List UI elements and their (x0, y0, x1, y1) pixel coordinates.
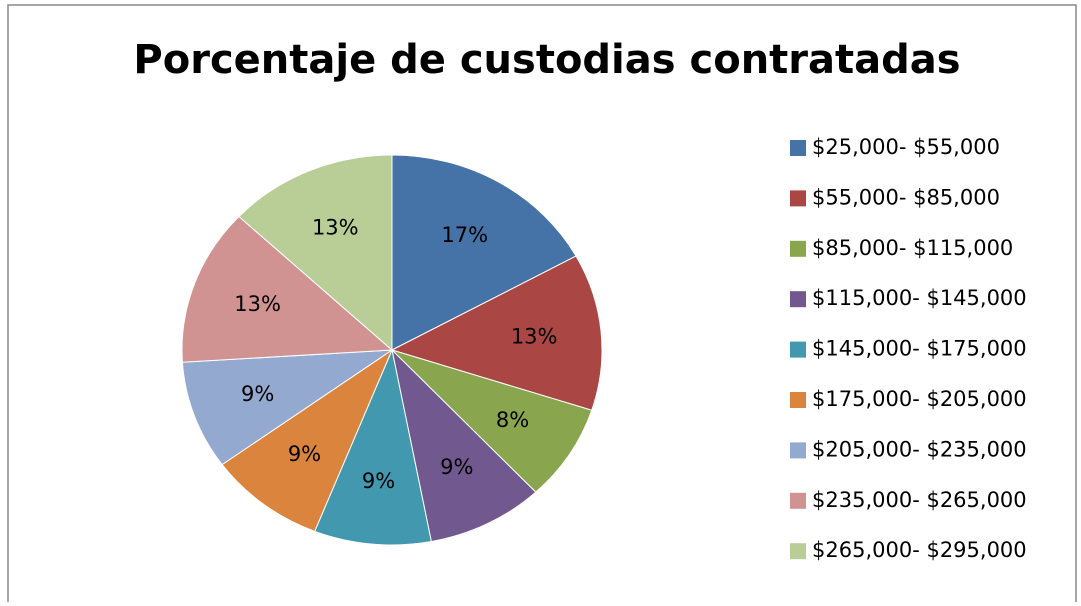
pie-slice (181, 349, 394, 466)
legend-label: $85,000- $115,000 (812, 236, 1013, 260)
legend-label: $175,000- $205,000 (812, 387, 1027, 411)
pie-slice (391, 154, 577, 351)
legend-swatch (790, 492, 806, 509)
data-label: 9% (440, 455, 473, 479)
legend-swatch (790, 190, 806, 207)
chart-title: Porcentaje de custodias contratadas (133, 37, 960, 83)
data-label: 13% (312, 215, 359, 239)
pie-slice (221, 348, 394, 532)
data-label: 8% (496, 408, 529, 432)
legend-swatch (790, 442, 806, 459)
data-label: 13% (234, 292, 281, 316)
data-label: 9% (241, 382, 274, 406)
legend-label: $115,000- $145,000 (812, 286, 1027, 310)
pie-slice (390, 255, 603, 411)
pie-slice (391, 349, 593, 493)
pie-slice (238, 154, 393, 352)
legend-swatch (790, 341, 806, 358)
legend-label: $265,000- $295,000 (812, 538, 1027, 562)
pie-slice (391, 348, 537, 543)
data-label: 9% (288, 442, 321, 466)
pie-slice (314, 348, 432, 546)
legend-swatch (790, 291, 806, 308)
legend-label: $235,000- $265,000 (812, 488, 1027, 512)
legend-label: $25,000- $55,000 (812, 135, 1000, 159)
data-label: 13% (511, 325, 558, 349)
legend-label: $205,000- $235,000 (812, 437, 1027, 461)
legend-swatch (790, 140, 806, 156)
legend-label: $145,000- $175,000 (812, 337, 1027, 361)
data-label: 17% (441, 223, 488, 247)
legend-swatch (790, 543, 806, 560)
legend-swatch (790, 392, 806, 408)
legend-swatch (790, 240, 806, 257)
data-label: 9% (362, 469, 395, 493)
legend-label: $55,000- $85,000 (812, 185, 1000, 209)
pie-slice (181, 215, 394, 363)
